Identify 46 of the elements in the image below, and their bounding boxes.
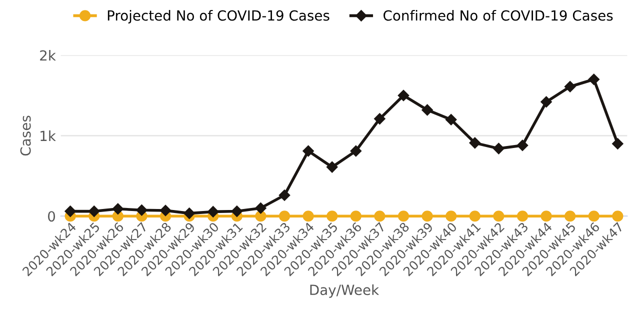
point	[540, 210, 552, 222]
point	[374, 113, 386, 124]
point	[422, 210, 433, 222]
point	[516, 210, 528, 222]
point	[208, 206, 219, 218]
y-tick-label: 1k	[40, 130, 56, 141]
point	[278, 190, 290, 201]
point	[516, 140, 528, 151]
point	[446, 210, 457, 222]
point	[493, 210, 504, 222]
point	[612, 138, 624, 150]
point	[398, 210, 410, 222]
point	[160, 204, 172, 216]
point	[564, 81, 576, 92]
point	[326, 210, 338, 222]
y-tick-label: 2k	[40, 50, 56, 61]
point	[88, 206, 100, 217]
point	[112, 203, 124, 214]
point	[255, 202, 266, 214]
point	[374, 210, 386, 222]
point	[588, 74, 600, 85]
point	[612, 210, 624, 222]
y-axis-title: Cases	[20, 116, 31, 156]
point	[302, 210, 314, 222]
point	[493, 142, 504, 154]
point	[64, 206, 76, 217]
point	[422, 104, 433, 116]
legend-label: Confirmed No of COVID-19 Cases	[384, 10, 613, 21]
point	[564, 210, 576, 222]
point	[350, 210, 362, 222]
point	[540, 96, 552, 108]
point	[278, 210, 290, 222]
point	[302, 145, 314, 157]
point	[398, 90, 410, 102]
point	[445, 114, 457, 126]
point	[184, 208, 195, 219]
point	[326, 161, 338, 173]
point	[469, 210, 480, 222]
point	[136, 204, 148, 216]
legend-label: Projected No of COVID-19 Cases	[108, 10, 330, 24]
point	[469, 137, 480, 149]
point	[350, 145, 362, 157]
x-axis-title: Day/Week	[310, 284, 380, 298]
y-tick-label: 0	[48, 211, 56, 222]
point	[588, 210, 600, 222]
point	[231, 206, 243, 217]
